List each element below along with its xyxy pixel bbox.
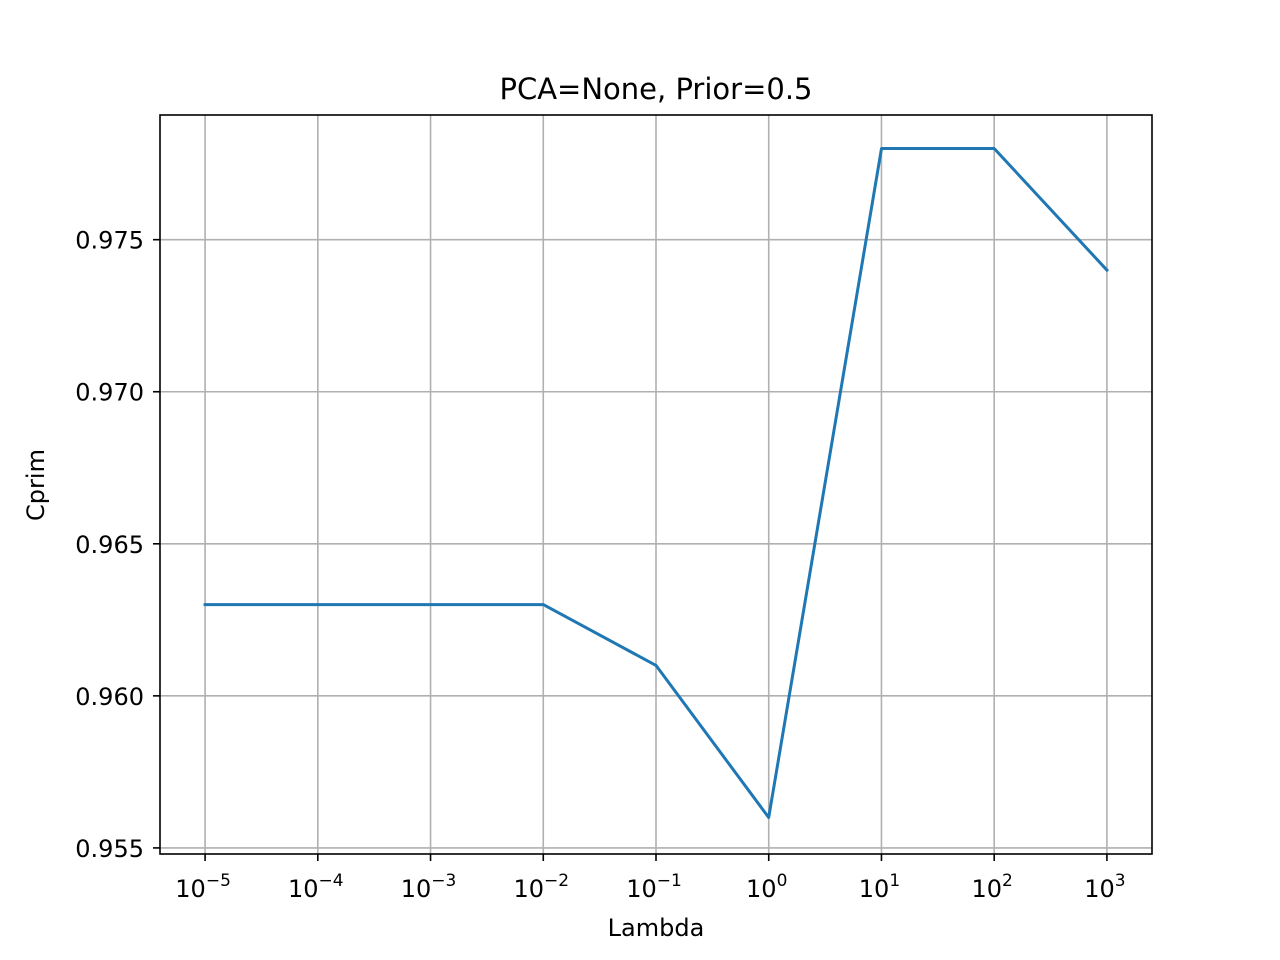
grid-layer xyxy=(160,115,1152,854)
y-tick-label: 0.955 xyxy=(75,835,144,863)
x-tick-label: 101 xyxy=(859,871,900,903)
series-line xyxy=(203,147,1110,819)
x-tick-label: 10−1 xyxy=(626,871,682,903)
x-tick-label: 10−3 xyxy=(401,871,457,903)
x-tick-label: 100 xyxy=(746,871,787,903)
y-tick-label: 0.965 xyxy=(75,531,144,559)
chart-title: PCA=None, Prior=0.5 xyxy=(499,72,812,106)
y-tick-label: 0.960 xyxy=(75,683,144,711)
y-tick-label: 0.975 xyxy=(75,227,144,255)
y-axis-label: Cprim xyxy=(22,449,50,521)
x-axis-label: Lambda xyxy=(608,914,705,942)
y-tick-label: 0.970 xyxy=(75,379,144,407)
x-tick-label: 10−2 xyxy=(513,871,569,903)
x-tick-label: 10−4 xyxy=(288,871,344,903)
x-tick-label: 103 xyxy=(1084,871,1125,903)
series-layer xyxy=(203,147,1110,819)
ticks-layer: 10−5 10−4 10−3 10−2 10−1 100 101 102 103 0.955 0.9… xyxy=(75,227,1125,903)
x-tick-label: 10−5 xyxy=(175,871,231,903)
x-tick-label: 102 xyxy=(971,871,1012,903)
